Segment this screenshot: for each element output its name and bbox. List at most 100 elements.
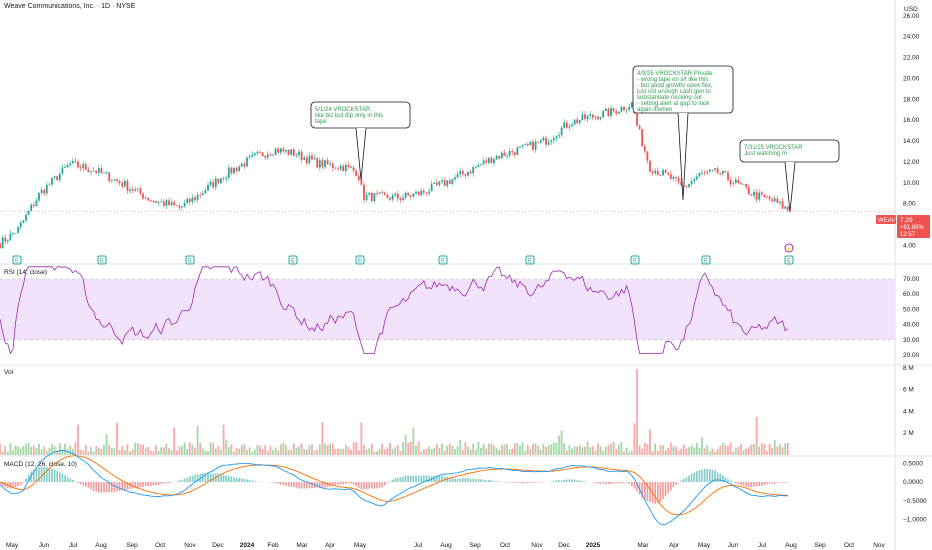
volume-bar xyxy=(456,445,459,455)
macd-hist-bar xyxy=(581,480,584,482)
candle-body xyxy=(308,155,311,164)
candle-body xyxy=(207,184,209,191)
candle-body xyxy=(74,160,77,162)
volume-bar xyxy=(630,450,633,455)
candle-body xyxy=(58,173,61,181)
candle-body xyxy=(357,176,360,180)
macd-hist-bar xyxy=(633,482,636,489)
candle-body xyxy=(178,205,181,208)
volume-bar xyxy=(300,443,303,455)
earnings-marker xyxy=(185,255,195,265)
macd-hist-bar xyxy=(347,482,350,484)
macd-hist-bar xyxy=(584,481,586,482)
macd-hist-bar xyxy=(290,482,292,487)
macd-hist-bar xyxy=(129,482,131,490)
volume-bar xyxy=(542,444,545,455)
volume-bar xyxy=(35,448,38,455)
candle-body xyxy=(560,127,563,136)
macd-hist-bar xyxy=(48,468,51,482)
candle-body xyxy=(742,183,745,185)
candle-body xyxy=(539,140,542,143)
candle-body xyxy=(165,200,168,206)
macd-hist-bar xyxy=(662,482,664,500)
candle-body xyxy=(516,147,519,155)
candle-body xyxy=(123,181,126,187)
volume-bar xyxy=(539,449,542,455)
candle-body xyxy=(786,206,789,211)
price-tick-label: 18.00 xyxy=(903,96,920,103)
volume-bar xyxy=(597,443,599,455)
candles xyxy=(0,99,789,249)
macd-hist-bar xyxy=(142,482,144,488)
candle-body xyxy=(771,199,774,202)
candle-body xyxy=(480,164,482,166)
time-tick-label: Apr xyxy=(325,542,336,549)
candle-body xyxy=(38,193,40,201)
volume-bar xyxy=(191,444,194,455)
annotation-text: 7/31/25 VROCKSTAR xyxy=(744,145,803,151)
macd-hist-bar xyxy=(103,482,105,493)
time-tick-label: Jul xyxy=(758,542,767,549)
macd-hist-bar xyxy=(355,482,357,487)
macd-hist-bar xyxy=(618,482,620,484)
macd-hist-bar xyxy=(352,482,355,485)
volume-bar xyxy=(194,447,196,455)
volume-bar xyxy=(417,441,420,455)
candle-body xyxy=(721,171,724,174)
volume-bar xyxy=(339,448,342,455)
macd-hist-bar xyxy=(40,466,43,482)
macd-hist-bar xyxy=(345,482,347,485)
volume-bar xyxy=(6,451,9,455)
candle-body xyxy=(623,106,625,110)
macd-hist-bar xyxy=(553,480,555,482)
volume-bar xyxy=(537,446,540,455)
volume-bar xyxy=(201,448,204,455)
candle-body xyxy=(136,188,139,190)
macd-hist-bar xyxy=(680,480,682,482)
dividend-lightning-icon xyxy=(784,243,794,253)
volume-bar xyxy=(79,449,82,455)
earnings-marker xyxy=(97,255,107,265)
volume-bar xyxy=(480,448,482,455)
macd-hist-bar xyxy=(576,480,578,482)
macd-hist-bar xyxy=(22,482,25,483)
macd-hist-bar xyxy=(493,480,495,482)
volume-bar xyxy=(243,444,246,455)
macd-hist-bar xyxy=(417,475,420,482)
macd-hist-bar xyxy=(64,475,66,482)
macd-hist-bar xyxy=(646,482,649,502)
macd-hist-bar xyxy=(729,480,732,482)
candle-body xyxy=(667,172,670,175)
volume-bar xyxy=(118,449,121,455)
earnings-marker-label: E xyxy=(15,259,19,265)
volume-bar xyxy=(555,442,558,455)
earnings-marker xyxy=(784,255,794,265)
macd-hist-bar xyxy=(74,481,77,482)
candle-body xyxy=(716,168,719,174)
volume-bar xyxy=(433,447,436,455)
volume-bar xyxy=(698,448,701,455)
macd-hist-bar xyxy=(27,474,30,482)
time-tick-label: Apr xyxy=(669,542,680,549)
volume-bar xyxy=(745,448,748,455)
macd-hist-bar xyxy=(456,478,459,482)
macd-hist-bar xyxy=(714,470,716,482)
volume-bar xyxy=(758,446,761,455)
volume-bar xyxy=(160,447,163,455)
macd-hist-bar xyxy=(753,482,755,487)
volume-bar xyxy=(19,448,22,455)
macd-hist-bar xyxy=(449,477,451,482)
volume-bar xyxy=(768,444,771,455)
candle-body xyxy=(727,172,729,180)
macd-hist-bar xyxy=(527,482,529,484)
candle-body xyxy=(170,202,173,206)
candle-body xyxy=(204,190,207,194)
candle-body xyxy=(685,186,688,188)
volume-bar xyxy=(625,447,628,455)
candle-body xyxy=(732,183,735,185)
candle-body xyxy=(693,179,696,182)
volume-bar xyxy=(490,443,493,455)
volume-bar xyxy=(578,445,581,455)
candle-body xyxy=(82,164,85,169)
